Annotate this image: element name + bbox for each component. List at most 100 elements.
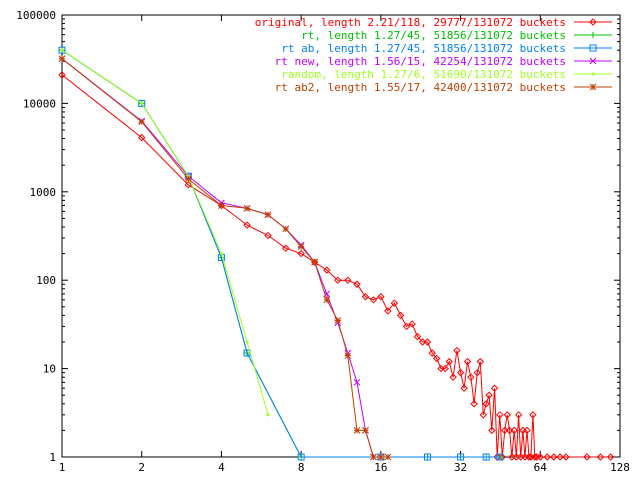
series-1	[58, 71, 615, 461]
data-point	[432, 354, 441, 363]
x-tick-label: 64	[534, 461, 548, 474]
data-point	[323, 290, 331, 298]
data-point	[550, 453, 558, 461]
data-point	[353, 378, 361, 386]
data-point	[418, 338, 427, 346]
data-point	[460, 384, 468, 392]
data-point	[467, 373, 475, 381]
legend-label: original, length 2.21/118, 29777/131072 …	[255, 16, 566, 29]
data-point	[390, 299, 399, 307]
series-line	[61, 49, 269, 415]
series-6	[58, 55, 392, 461]
data-point	[449, 373, 457, 381]
data-point	[423, 338, 432, 346]
data-point	[282, 244, 290, 252]
data-point	[245, 340, 249, 344]
data-point	[266, 413, 270, 417]
series-layer	[58, 46, 615, 461]
legend-label: rt, length 1.27/45, 51856/131072 buckets	[301, 29, 566, 42]
data-point	[402, 322, 411, 331]
x-tick-label: 8	[298, 461, 305, 474]
data-point	[428, 349, 436, 357]
x-tick-label: 32	[454, 461, 467, 474]
data-point	[453, 346, 461, 355]
data-point	[501, 426, 509, 435]
data-point	[591, 72, 595, 76]
data-point	[264, 231, 272, 240]
data-point	[490, 384, 499, 392]
series-5	[60, 48, 270, 417]
data-point	[470, 400, 478, 408]
data-point	[282, 225, 290, 233]
data-point	[138, 118, 146, 126]
data-point	[503, 411, 511, 419]
x-tick-label: 16	[374, 461, 387, 474]
y-tick-label: 10000	[23, 97, 56, 110]
data-point	[589, 44, 597, 52]
data-point	[334, 317, 342, 324]
data-point	[297, 243, 305, 250]
data-point	[297, 453, 305, 461]
data-point	[396, 311, 405, 320]
data-point	[323, 296, 331, 304]
data-point	[589, 18, 597, 26]
data-point	[264, 211, 272, 219]
data-point	[353, 280, 361, 288]
x-tick-label: 4	[218, 461, 225, 474]
data-point	[58, 55, 66, 63]
data-point	[58, 46, 66, 54]
data-point	[531, 453, 539, 461]
data-point	[485, 391, 493, 399]
y-tick-label: 100	[36, 274, 56, 287]
legend-label: rt ab, length 1.27/45, 51856/131072 buck…	[281, 42, 566, 55]
data-point	[445, 357, 453, 366]
data-point	[58, 71, 66, 79]
axes: 1 2 4 8 16 32 64 128 1 10 100 1000 10000 100000	[16, 9, 630, 474]
data-point	[525, 453, 533, 461]
data-point	[361, 293, 370, 301]
data-point	[311, 258, 319, 266]
data-point	[370, 453, 377, 461]
legend-label: rt ab2, length 1.55/17, 42400/131072 buc…	[275, 81, 566, 94]
data-point	[140, 101, 144, 105]
data-point	[310, 258, 319, 266]
data-point	[514, 411, 523, 419]
data-point	[562, 453, 570, 461]
data-point	[463, 357, 472, 366]
data-point	[482, 453, 490, 461]
data-point	[482, 400, 490, 408]
data-point	[589, 83, 597, 91]
data-point	[473, 368, 481, 377]
data-point	[413, 332, 422, 341]
data-point	[510, 426, 518, 435]
y-tick-label: 1000	[30, 186, 57, 199]
data-point	[369, 296, 378, 304]
legend-label: rt new, length 1.56/15, 42254/131072 buc…	[275, 55, 566, 68]
data-point	[184, 181, 193, 189]
y-tick-label: 10	[43, 363, 56, 376]
data-point	[344, 276, 352, 284]
data-point	[596, 453, 605, 461]
y-tick-label: 1	[49, 451, 56, 464]
legend: original, length 2.21/118, 29777/131072 …	[255, 16, 612, 94]
data-point	[60, 48, 64, 52]
data-point	[496, 453, 504, 461]
x-tick-label: 128	[610, 461, 630, 474]
data-point	[457, 453, 465, 461]
data-point	[590, 32, 596, 38]
data-point	[583, 453, 591, 461]
data-point	[323, 266, 331, 274]
data-point	[377, 453, 385, 461]
data-point	[243, 204, 251, 212]
data-point	[334, 276, 342, 284]
data-point	[456, 368, 465, 377]
data-point	[523, 426, 531, 435]
data-point	[606, 453, 615, 461]
data-point	[219, 252, 223, 256]
data-point	[441, 364, 449, 373]
data-point	[218, 202, 225, 209]
data-point	[362, 427, 369, 434]
data-point	[589, 57, 597, 65]
data-point	[488, 426, 496, 435]
